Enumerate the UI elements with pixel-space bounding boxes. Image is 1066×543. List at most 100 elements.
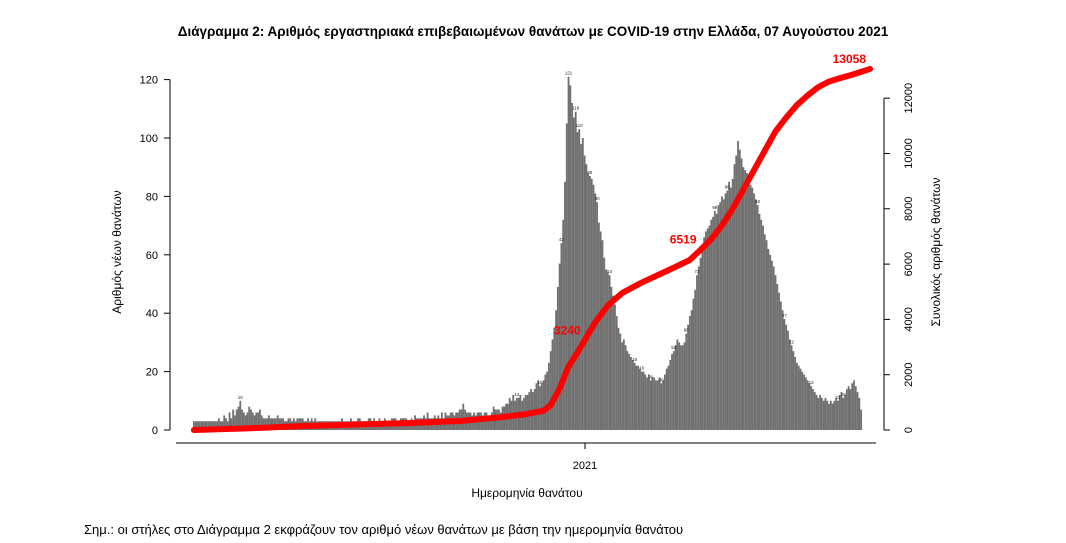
bar <box>754 199 757 430</box>
bar <box>546 371 549 430</box>
bar <box>194 421 197 430</box>
bar <box>587 173 590 431</box>
bar <box>833 400 836 430</box>
bar <box>540 383 543 430</box>
bar <box>544 374 547 430</box>
y-tick-label: 120 <box>140 75 158 87</box>
bar <box>269 418 272 430</box>
bar-value-label: 66 <box>684 328 690 333</box>
y-tick-label: 80 <box>146 191 158 203</box>
bar <box>845 389 848 430</box>
bar <box>788 339 791 430</box>
bar <box>212 421 215 430</box>
bar <box>735 155 738 430</box>
bar <box>651 377 654 430</box>
bar <box>719 202 722 430</box>
bar <box>729 187 732 430</box>
bar <box>601 240 604 430</box>
bar <box>597 222 600 430</box>
bar <box>647 374 650 430</box>
bar <box>692 298 695 430</box>
bar-value-label: 110 <box>576 123 584 128</box>
bar <box>273 418 276 430</box>
bar <box>690 310 693 430</box>
y-axis-title: Αριθμός νέων θανάτων <box>110 190 124 313</box>
bar <box>482 415 484 430</box>
bar <box>235 409 238 430</box>
bar <box>574 111 577 430</box>
bar <box>785 324 788 430</box>
bar <box>251 412 254 430</box>
bar <box>838 394 841 430</box>
bar <box>747 178 750 430</box>
bar <box>624 345 627 430</box>
bar <box>731 178 734 430</box>
bar <box>578 129 581 431</box>
bar-value-label: 53 <box>671 345 677 350</box>
bar <box>706 228 709 430</box>
bar <box>581 138 584 430</box>
bar <box>856 392 859 430</box>
bar <box>840 392 843 430</box>
bar <box>697 266 700 430</box>
bar <box>585 164 588 430</box>
bar <box>223 415 226 430</box>
bar <box>567 76 570 431</box>
line-annotation: 3240 <box>554 323 581 337</box>
bar <box>226 421 229 430</box>
bar-value-label: 119 <box>572 106 580 111</box>
y2-tick-label: 8000 <box>903 197 915 221</box>
line-annotation: 6519 <box>670 233 697 247</box>
cumulative-line-series: 3240 6519 13058 <box>190 52 874 433</box>
bar <box>553 327 556 430</box>
bar <box>829 400 832 430</box>
bar <box>669 359 672 430</box>
bar <box>640 371 643 430</box>
bar <box>230 418 233 430</box>
bar <box>564 181 566 430</box>
bar <box>763 234 766 430</box>
bar <box>512 394 515 430</box>
bar <box>276 415 279 430</box>
bar-value-label: 80 <box>595 196 601 201</box>
bar <box>603 257 606 430</box>
bar <box>835 397 838 430</box>
bar <box>246 412 249 430</box>
bar <box>803 374 805 430</box>
bar <box>257 412 260 430</box>
bar <box>628 354 631 430</box>
bar <box>776 284 779 430</box>
bar-value-label: 30 <box>648 374 654 379</box>
bar <box>569 85 572 430</box>
bar <box>674 345 677 430</box>
bar <box>592 184 595 430</box>
bar <box>209 421 211 430</box>
bar <box>824 397 827 430</box>
x-tick-label: 2021 <box>573 460 597 472</box>
line-annotation: 13058 <box>833 52 867 66</box>
bar <box>769 254 772 430</box>
bar <box>267 415 270 430</box>
bar <box>822 400 825 430</box>
bar <box>721 196 723 430</box>
bar <box>259 409 261 430</box>
bar <box>787 330 789 430</box>
bar <box>815 394 818 430</box>
bar-value-label: 22 <box>789 339 795 344</box>
bar <box>806 380 809 430</box>
bar <box>749 184 752 430</box>
bar <box>201 421 204 430</box>
bar <box>688 316 691 430</box>
bar <box>662 380 665 430</box>
bar <box>542 380 545 430</box>
bar <box>622 339 625 430</box>
bar <box>860 409 863 430</box>
bar <box>221 421 224 430</box>
bar <box>576 132 579 430</box>
bar <box>580 143 582 430</box>
bar <box>572 117 575 430</box>
bar <box>583 155 586 430</box>
bar <box>214 421 217 430</box>
bar <box>571 102 574 431</box>
